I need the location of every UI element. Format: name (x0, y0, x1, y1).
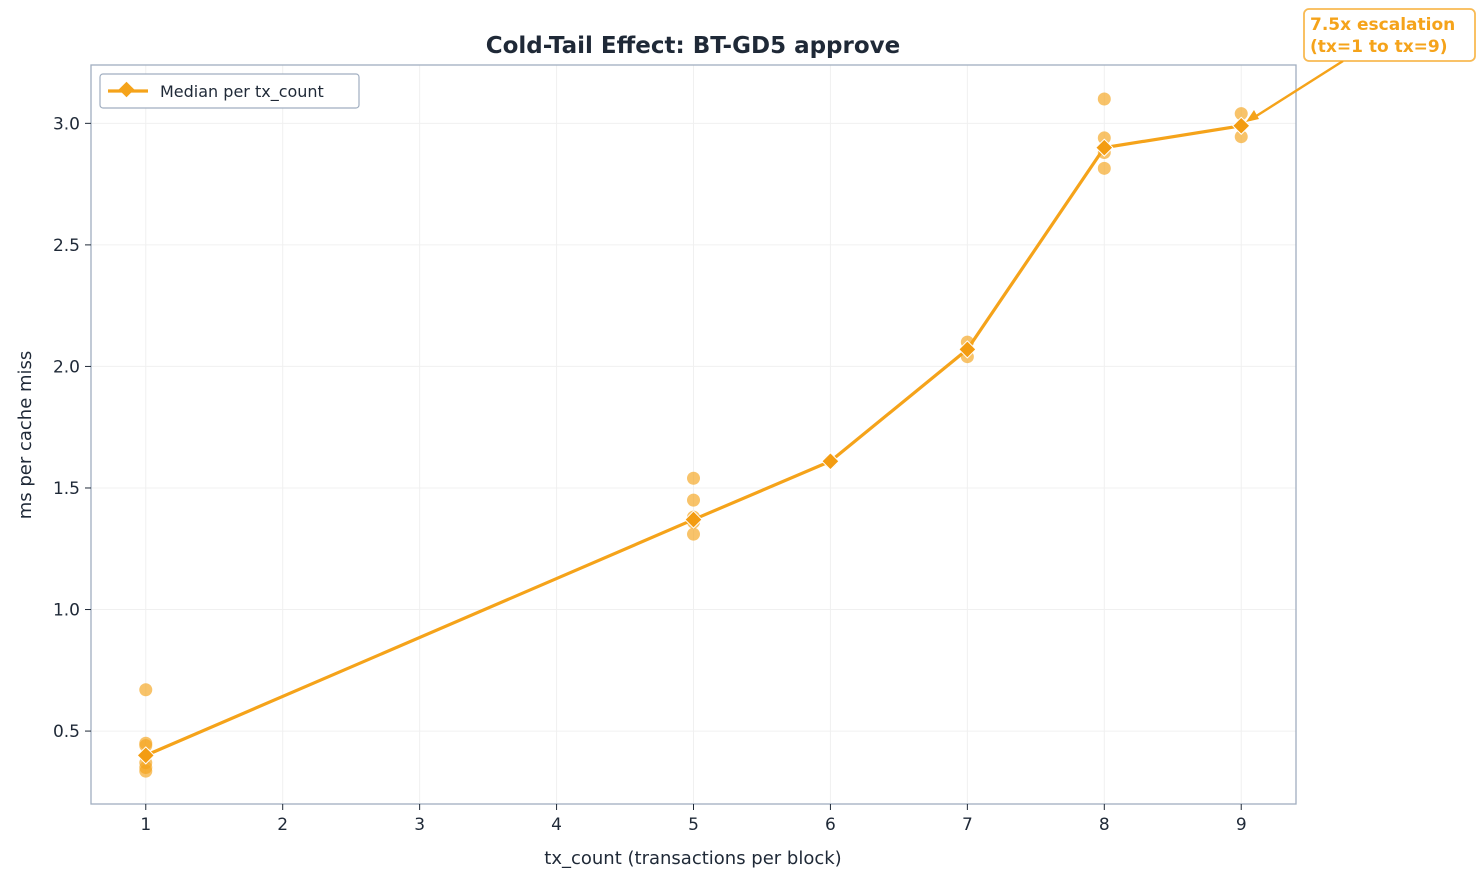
legend: Median per tx_count (99, 73, 360, 109)
scatter-point (1097, 92, 1111, 106)
y-axis: 0.5 1.0 1.5 2.0 2.5 3.0 (53, 114, 91, 742)
y-axis-label: ms per cache miss (15, 351, 36, 520)
scatter-point (139, 683, 153, 697)
x-tick-label: 4 (551, 815, 562, 835)
x-tick-label: 1 (140, 815, 151, 835)
annotation: 7.5x escalation (tx=1 to tx=9) (1246, 8, 1476, 122)
median-markers (136, 116, 1251, 765)
x-axis: 1 2 3 4 5 6 7 8 9 (140, 804, 1247, 835)
median-marker (958, 340, 977, 359)
x-tick-label: 6 (825, 815, 836, 835)
x-tick-label: 9 (1236, 815, 1247, 835)
median-marker (136, 746, 155, 765)
y-tick-label: 2.0 (53, 357, 80, 377)
scatter-point (1234, 130, 1248, 144)
grid (91, 65, 1296, 804)
scatter-point (139, 739, 153, 753)
legend-diamond-icon (118, 81, 135, 98)
x-tick-label: 5 (688, 815, 699, 835)
scatter-point (1234, 107, 1248, 121)
y-tick-label: 1.5 (53, 479, 80, 499)
y-tick-label: 2.5 (53, 236, 80, 256)
y-tick-label: 0.5 (53, 722, 80, 742)
scatter-point (687, 527, 700, 541)
x-tick-label: 2 (277, 815, 288, 835)
x-tick-label: 3 (414, 815, 425, 835)
median-marker (1232, 116, 1251, 135)
median-marker (684, 510, 703, 529)
annotation-line2: (tx=1 to tx=9) (1310, 37, 1448, 57)
median-marker (821, 452, 840, 471)
scatter-point (687, 471, 700, 485)
y-tick-label: 3.0 (53, 114, 80, 134)
x-axis-label: tx_count (transactions per block) (544, 848, 841, 869)
median-marker (1095, 138, 1114, 157)
scatter-point (1097, 161, 1111, 175)
legend-label: Median per tx_count (160, 82, 324, 102)
x-tick-label: 7 (962, 815, 973, 835)
scatter-point (139, 764, 153, 778)
annotation-line1: 7.5x escalation (1310, 15, 1455, 35)
annotation-arrow-icon (1246, 110, 1259, 122)
chart-title: Cold-Tail Effect: BT-GD5 approve (486, 33, 901, 59)
x-tick-label: 8 (1099, 815, 1110, 835)
scatter-point (687, 493, 700, 507)
median-line (145, 124, 1242, 757)
scatter-point (1097, 131, 1111, 145)
y-tick-label: 1.0 (53, 601, 80, 621)
